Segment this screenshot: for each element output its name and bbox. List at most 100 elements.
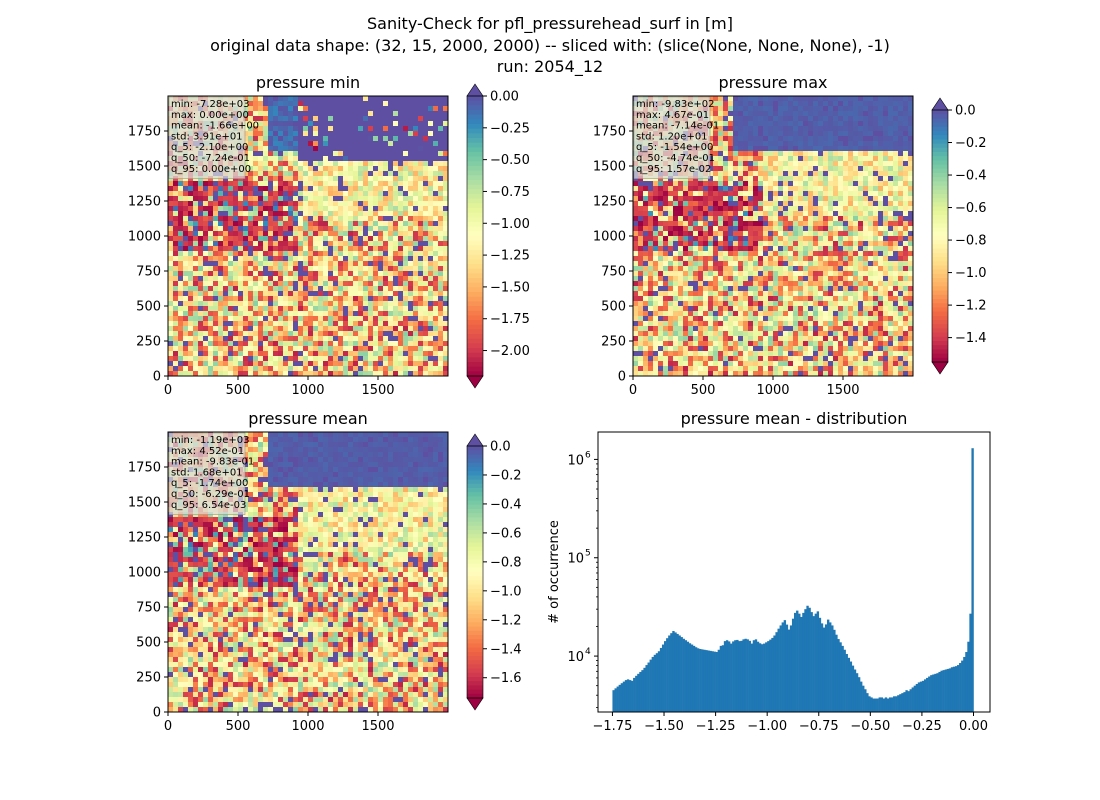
heatmap-cell [408,166,414,172]
heatmap-cell [813,206,819,212]
heatmap-cell [813,241,819,247]
heatmap-cell [328,336,334,342]
heatmap-cell [293,311,299,317]
colorbar-step [467,184,483,190]
heatmap-cell [413,346,419,352]
heatmap-cell [328,201,334,207]
heatmap-cell [208,366,214,372]
heatmap-cell [253,341,259,347]
heatmap-cell [338,141,344,147]
heatmap-cell [178,261,184,267]
heatmap-cell [828,206,834,212]
heatmap-cell [873,216,879,222]
heatmap-cell [188,226,194,232]
heatmap-cell [243,291,249,297]
heatmap-cell [898,221,904,227]
heatmap-cell [663,216,669,222]
heatmap-cell [428,221,434,227]
heatmap-cell [868,181,874,187]
heatmap-cell [773,151,779,157]
heatmap-cell [423,296,429,302]
heatmap-cell [298,216,304,222]
heatmap-cell [168,201,174,207]
heatmap-cell [373,356,379,362]
heatmap-cell [353,101,359,107]
heatmap-cell [443,331,448,337]
heatmap-cell [793,201,799,207]
heatmap-cell [778,166,784,172]
heatmap-cell [348,321,354,327]
heatmap-cell [253,276,259,282]
heatmap-cell [168,216,174,222]
heatmap-cell [893,211,899,217]
heatmap-cell [693,236,699,242]
heatmap-cell [353,141,359,147]
heatmap-cell [738,176,744,182]
heatmap-cell [438,196,444,202]
heatmap-cell [173,351,179,357]
heatmap-cell [368,196,374,202]
heatmap-cell [308,111,314,117]
heatmap-cell [783,101,789,107]
heatmap-cell [388,361,394,367]
heatmap-cell [808,111,814,117]
heatmap-cell [328,266,334,272]
heatmap-cell [758,221,764,227]
heatmap-cell [418,261,424,267]
heatmap-cell [438,256,444,262]
heatmap-cell [893,126,899,132]
heatmap-cell [438,276,444,282]
heatmap-cell [228,321,234,327]
heatmap-cell [353,356,359,362]
heatmap-cell [663,246,669,252]
heatmap-cell [253,256,259,262]
heatmap-cell [728,131,734,137]
heatmap-cell [338,291,344,297]
heatmap-cell [303,291,309,297]
heatmap-cell [343,131,349,137]
heatmap-cell [398,191,404,197]
colorbar-step [467,166,483,172]
heatmap-cell [738,226,744,232]
heatmap-cell [673,196,679,202]
heatmap-cell [188,201,194,207]
heatmap-cell [443,306,448,312]
heatmap-cell [408,216,414,222]
heatmap-cell [293,361,299,367]
heatmap-cell [323,241,329,247]
heatmap-cell [438,136,444,142]
heatmap-cell [433,236,439,242]
heatmap-cell [798,101,804,107]
heatmap-cell [888,96,894,102]
heatmap-cell [698,201,704,207]
heatmap-cell [403,261,409,267]
heatmap-cell [418,201,424,207]
heatmap-cell [353,221,359,227]
heatmap-cell [773,156,779,162]
heatmap-cell [398,351,404,357]
heatmap-cell [433,336,439,342]
heatmap-cell [883,111,889,117]
heatmap-cell [328,226,334,232]
heatmap-cell [318,126,324,132]
heatmap-cell [808,116,814,122]
heatmap-cell [868,171,874,177]
heatmap-cell [438,201,444,207]
heatmap-cell [378,196,384,202]
heatmap-cell [408,251,414,257]
heatmap-cell [403,341,409,347]
heatmap-cell [908,171,913,177]
heatmap-cell [753,246,759,252]
heatmap-cell [818,241,824,247]
heatmap-cell [263,191,269,197]
heatmap-cell [733,246,739,252]
heatmap-cell [188,341,194,347]
heatmap-cell [758,196,764,202]
heatmap-cell [428,156,434,162]
heatmap-cell [763,246,769,252]
heatmap-cell [823,221,829,227]
heatmap-cell [358,296,364,302]
heatmap-cell [168,301,174,307]
heatmap-cell [358,126,364,132]
heatmap-cell [318,356,324,362]
